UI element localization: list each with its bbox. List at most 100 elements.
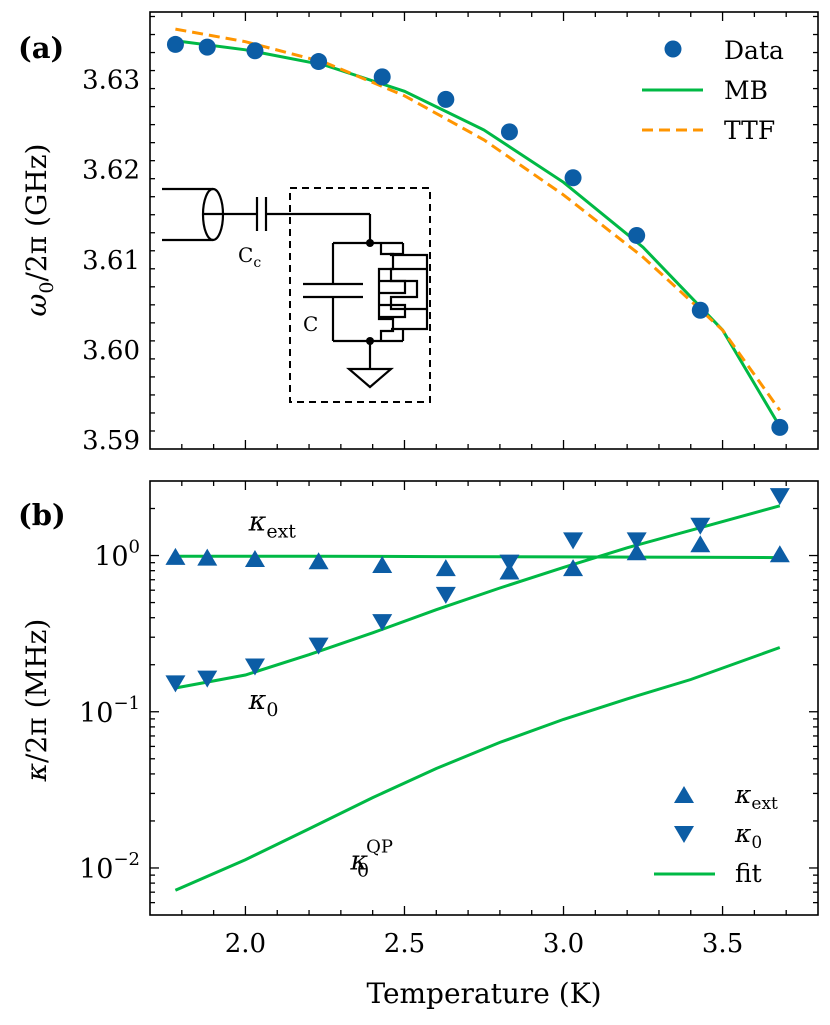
legend-kappa-ext-marker bbox=[674, 786, 694, 803]
kappa-ext-point bbox=[165, 547, 186, 565]
curve-label-symbol: κ bbox=[349, 845, 368, 876]
legend-subscript: 0 bbox=[751, 833, 762, 853]
data-point bbox=[373, 68, 391, 86]
kappa-ext-point bbox=[690, 535, 711, 553]
legend-symbol: κ bbox=[734, 780, 752, 809]
kappa-ext-point bbox=[244, 550, 265, 568]
legend-k0-label: κ0 bbox=[734, 819, 762, 853]
panel-b-ylabel-text: /2π (MHz) bbox=[20, 619, 53, 763]
panel-b-y-tick-label: 100 bbox=[94, 537, 140, 573]
kappa-0-point bbox=[244, 658, 265, 676]
panel-a-y-tick-label: 3.61 bbox=[82, 246, 140, 276]
panel-a-y-tick-label: 3.59 bbox=[82, 426, 140, 456]
data-point bbox=[564, 169, 582, 187]
interdigital-finger-3 bbox=[379, 303, 407, 319]
panel-a-ylabel-text: /2π (GHz) bbox=[20, 144, 53, 282]
panel-b-x-tick-label: 3.0 bbox=[543, 929, 584, 959]
kappa-ext-point bbox=[769, 545, 790, 563]
capacitor-label: C bbox=[303, 312, 318, 336]
kappa-ext-point bbox=[372, 555, 393, 573]
panel-b-frame bbox=[149, 480, 819, 916]
data-point bbox=[437, 90, 455, 108]
panel-b-x-tick-label: 2.0 bbox=[225, 929, 266, 959]
junction-dot-bottom bbox=[366, 337, 374, 345]
y-tick-base: 10 bbox=[94, 542, 128, 573]
data-point bbox=[500, 123, 518, 141]
interdigital-finger-1 bbox=[389, 267, 427, 311]
panel-a-y-tick-labels: 3.59 3.60 3.61 3.62 3.63 bbox=[82, 66, 140, 456]
data-point bbox=[771, 418, 789, 436]
panel-b-label: (b) bbox=[18, 498, 66, 532]
panel-b-x-tick-label: 2.5 bbox=[384, 929, 425, 959]
data-point bbox=[628, 226, 646, 244]
curve-label-superscript: QP bbox=[366, 836, 393, 857]
panel-b-x-tick-label: 3.5 bbox=[702, 929, 743, 959]
y-tick-exponent: −1 bbox=[113, 693, 140, 714]
curve-label-subscript: 0 bbox=[266, 699, 278, 721]
panel-b-ylabel-symbol: κ bbox=[20, 763, 53, 782]
kappa-ext-point bbox=[563, 559, 584, 577]
data-point bbox=[310, 53, 328, 71]
y-tick-exponent: −2 bbox=[113, 849, 140, 870]
panel-b-ticks bbox=[150, 481, 818, 915]
kappa-0-point bbox=[563, 532, 584, 550]
panel-a-ylabel-symbol: ω bbox=[20, 293, 53, 316]
ground-symbol bbox=[346, 367, 394, 389]
coupling-capacitor-label-sub: c bbox=[253, 255, 261, 271]
circuit-inset bbox=[162, 187, 431, 403]
data-point bbox=[166, 35, 184, 53]
panel-b-xlabel: Temperature (K) bbox=[366, 977, 601, 1010]
panel-b-ylabel: κ/2π (MHz) bbox=[20, 619, 53, 783]
kappa-0-QP-fit-line bbox=[174, 646, 781, 892]
legend-data-marker bbox=[664, 40, 682, 58]
curve-label-symbol: κ bbox=[248, 685, 267, 716]
interdigital-element-right bbox=[389, 243, 429, 341]
curve-label-2: κQP 0 bbox=[349, 836, 393, 881]
panel-b-y-tick-label: 10−2 bbox=[79, 849, 140, 885]
coupling-capacitor-label: Cc bbox=[238, 243, 261, 271]
legend-subscript: ext bbox=[751, 794, 778, 814]
panel-a-y-tick-label: 3.60 bbox=[82, 336, 140, 366]
legend-ttf-label: TTF bbox=[724, 116, 775, 145]
panel-a-label: (a) bbox=[18, 31, 64, 65]
kappa-ext-point bbox=[197, 548, 218, 566]
data-point bbox=[691, 301, 709, 319]
panel-a: (a) ω0/2π (GHz) 3.59 3.60 3.61 3.62 3.63 bbox=[18, 11, 819, 456]
panel-b: (b) κ/2π (MHz) Temperature (K) 10−210−11… bbox=[18, 480, 819, 1010]
curve-label-symbol: κ bbox=[248, 506, 267, 537]
curve-label-subscript: ext bbox=[266, 520, 296, 542]
panel-b-x-tick-labels: 2.0 2.5 3.0 3.5 bbox=[225, 929, 744, 959]
kappa-0-point bbox=[165, 675, 186, 693]
kappa-0-point bbox=[499, 554, 520, 572]
kappa-0-fit-line bbox=[175, 504, 781, 690]
panel-a-frame bbox=[149, 11, 819, 450]
y-tick-base: 10 bbox=[79, 698, 113, 729]
legend-kappa-0-marker bbox=[674, 826, 694, 843]
panel-a-y-tick-label: 3.62 bbox=[82, 156, 140, 186]
panel-a-y-tick-label: 3.63 bbox=[82, 66, 140, 96]
panel-a-ylabel-subscript: 0 bbox=[36, 282, 58, 294]
legend-mb-label: MB bbox=[724, 76, 768, 105]
panel-b-plot bbox=[165, 488, 790, 892]
kappa-0-point bbox=[197, 670, 218, 688]
legend-data-label: Data bbox=[724, 36, 784, 65]
panel-a-legend: Data MB TTF bbox=[642, 36, 784, 145]
curve-label-0: κext bbox=[248, 506, 297, 542]
kappa-ext-point bbox=[435, 559, 456, 577]
panel-a-ylabel: ω0/2π (GHz) bbox=[20, 144, 58, 317]
data-point bbox=[198, 38, 216, 56]
panel-a-plot bbox=[166, 27, 789, 436]
curve-label-1: κ0 bbox=[248, 685, 279, 721]
coupling-capacitor-label-main: C bbox=[238, 243, 253, 267]
y-tick-exponent: 0 bbox=[129, 537, 140, 558]
mb-fit-line bbox=[175, 39, 782, 428]
kappa-0-point bbox=[690, 517, 711, 535]
legend-symbol: κ bbox=[734, 819, 752, 848]
panel-a-ticks bbox=[150, 12, 818, 449]
kappa-ext-fit-line bbox=[175, 554, 780, 560]
kappa-0-point bbox=[372, 614, 393, 632]
